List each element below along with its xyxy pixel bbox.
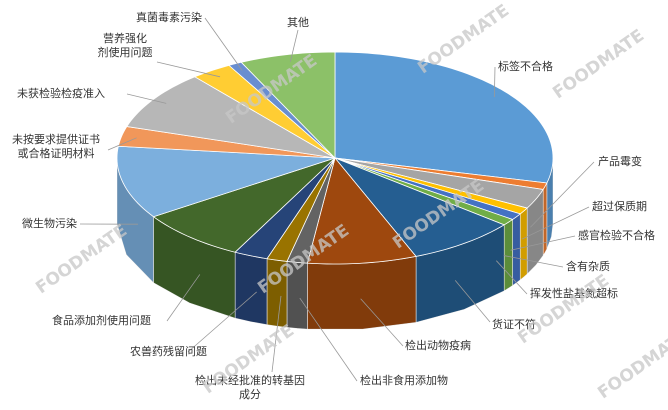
side-shade — [117, 158, 154, 283]
side-shade — [504, 219, 513, 291]
leader-line — [493, 66, 496, 98]
side-shade — [286, 261, 308, 330]
leader-line — [187, 291, 257, 353]
leader-line — [510, 235, 576, 251]
leader-line — [156, 61, 221, 78]
side-shade — [416, 224, 505, 323]
data-label: 未获检验检疫准入 — [17, 86, 105, 100]
leader-line — [360, 298, 404, 347]
watermark: FOODMATE — [549, 26, 648, 104]
label-line: 营养强化 — [103, 31, 147, 45]
label-line: 剂使用问题 — [98, 45, 153, 59]
pie-slice — [333, 157, 506, 257]
data-label: 农兽药残留问题 — [130, 344, 207, 358]
label-line: 成分 — [239, 388, 261, 401]
side-shade — [527, 189, 544, 275]
leader-line — [454, 280, 491, 323]
pie-slice — [240, 51, 336, 159]
leader-line — [521, 206, 590, 240]
side-shade — [266, 258, 287, 328]
data-label: 超过保质期 — [592, 199, 647, 213]
data-label: 真菌毒素污染 — [136, 10, 202, 24]
pie-slice — [126, 76, 336, 159]
leader-line — [299, 297, 358, 382]
side-shade — [307, 256, 417, 330]
leader-line — [204, 17, 243, 71]
leader-line — [107, 137, 137, 151]
data-label: 食品添加剂使用问题 — [52, 313, 151, 327]
data-label: 挥发性盐基氮超标 — [530, 286, 618, 300]
leader-line — [503, 255, 564, 268]
leader-line — [530, 161, 595, 228]
pie-slice — [334, 157, 544, 209]
data-label: 检出非食用添加物 — [360, 373, 448, 387]
pie-slice — [334, 51, 554, 184]
leader-line — [289, 29, 299, 62]
watermark: FOODMATE — [514, 271, 613, 349]
leader-line — [166, 274, 201, 322]
pie-slice — [193, 64, 336, 159]
side-shade — [153, 216, 236, 319]
data-label: 含有杂质 — [566, 259, 610, 273]
data-label: 货证不符 — [492, 317, 536, 331]
side-shade — [543, 182, 547, 256]
leader-line — [496, 260, 528, 295]
data-label: 检出未经批准的转基因成分 — [195, 373, 305, 401]
label-line: 或合格证明材料 — [18, 146, 95, 160]
pie-slice — [234, 157, 336, 260]
side-shade — [512, 213, 521, 286]
data-label: 未按要求提供证书或合格证明材料 — [12, 132, 100, 160]
data-label: 检出动物疫病 — [405, 338, 471, 352]
watermark: FOODMATE — [594, 326, 668, 404]
side-shade — [235, 252, 267, 325]
data-label: 标签不合格 — [498, 59, 553, 73]
pie-slice — [306, 157, 417, 265]
label-line: 检出未经批准的转基因 — [195, 373, 305, 387]
data-label: 营养强化剂使用问题 — [98, 31, 153, 59]
watermark: FOODMATE — [32, 221, 131, 299]
label-line: 未按要求提供证书 — [12, 132, 100, 146]
data-label: 微生物污染 — [22, 216, 77, 230]
side-shade — [520, 208, 528, 280]
data-label: 感官检验不合格 — [578, 228, 655, 242]
pie-slice — [116, 145, 336, 218]
data-label: 其他 — [287, 16, 309, 29]
data-label: 产品霉变 — [598, 154, 642, 168]
leader-line — [271, 295, 282, 373]
leader-line — [126, 93, 167, 104]
pie-slice — [152, 157, 336, 253]
